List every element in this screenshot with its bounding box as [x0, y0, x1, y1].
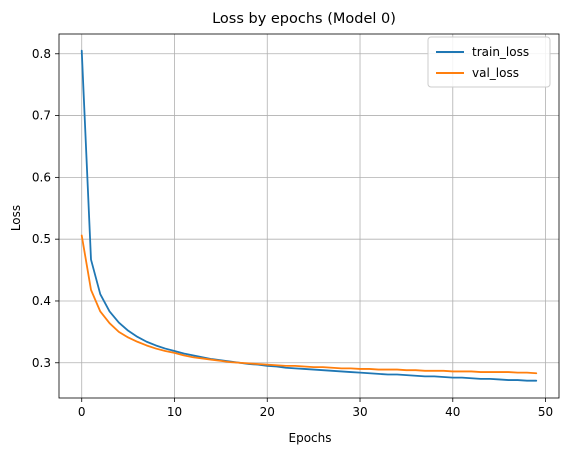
x-tick-label: 20 [260, 405, 275, 419]
plot-area-frame [58, 33, 560, 399]
series-line-val-loss [80, 234, 538, 375]
y-tick-label: 0.6 [32, 170, 51, 184]
legend: train_loss val_loss [427, 36, 551, 88]
x-tick-label: 0 [78, 405, 86, 419]
y-tick-label: 0.3 [32, 356, 51, 370]
legend-box [427, 36, 551, 88]
x-tick-label: 10 [167, 405, 182, 419]
ticks-layer: 0 10 20 30 40 50 0.3 0.4 0.5 0.6 0.7 0.8 [32, 47, 553, 419]
y-tick-label: 0.4 [32, 294, 51, 308]
legend-label-val-loss: val_loss [472, 66, 519, 80]
x-tick-label: 30 [352, 405, 367, 419]
legend-label-train-loss: train_loss [472, 45, 529, 59]
grid-layer [59, 34, 559, 398]
x-tick-label: 50 [538, 405, 553, 419]
chart-title: Loss by epochs (Model 0) [212, 11, 396, 27]
y-tick-label: 0.8 [32, 47, 51, 61]
series-layer [80, 49, 538, 382]
y-tick-label: 0.7 [32, 109, 51, 123]
y-axis-label: Loss [9, 205, 23, 231]
x-axis-label: Epochs [289, 431, 332, 445]
x-tick-label: 40 [445, 405, 460, 419]
series-line-train-loss [80, 49, 538, 382]
y-tick-label: 0.5 [32, 232, 51, 246]
